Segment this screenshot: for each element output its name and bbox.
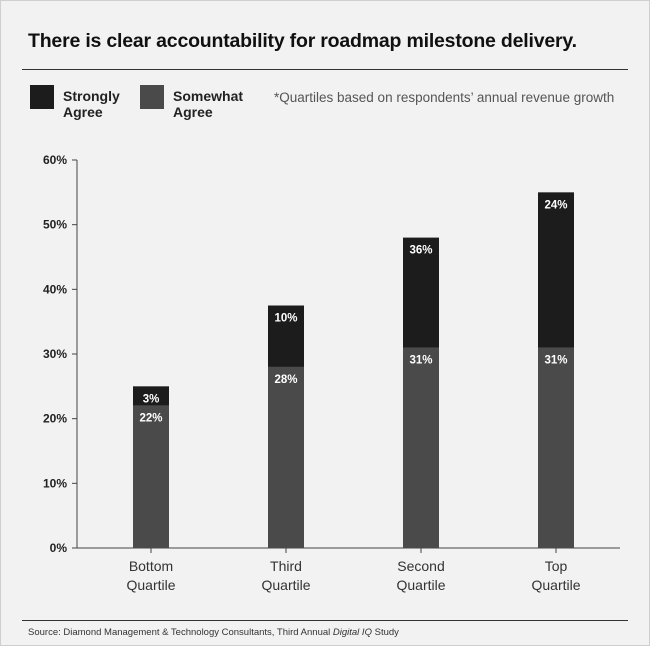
bar-strongly-agree	[133, 386, 169, 406]
y-tick-label: 40%	[43, 282, 67, 296]
data-label-strongly-agree: 10%	[274, 313, 297, 325]
source-note: Source: Diamond Management & Technology …	[28, 627, 399, 638]
y-tick-label: 20%	[43, 412, 67, 426]
chart-title: There is clear accountability for roadma…	[28, 30, 577, 52]
y-tick-label: 30%	[43, 347, 67, 361]
x-tick-label: Top	[545, 558, 568, 574]
y-tick-label: 10%	[43, 476, 67, 490]
x-tick-label: Quartile	[396, 577, 445, 593]
legend-label-line1: Strongly	[63, 88, 120, 104]
source-suffix: Study	[371, 627, 399, 638]
legend-label-somewhat-agree: Somewhat Agree	[173, 88, 243, 120]
bar-strongly-agree	[268, 305, 304, 367]
y-tick-label: 60%	[43, 153, 67, 167]
legend-label-line2: Agree	[173, 104, 213, 120]
data-label-somewhat-agree: 28%	[274, 374, 297, 386]
data-label-strongly-agree: 24%	[544, 199, 567, 211]
bar-strongly-agree	[538, 192, 574, 348]
x-tick-label: Bottom	[129, 558, 173, 574]
y-tick-label: 0%	[50, 541, 68, 555]
data-label-strongly-agree: 36%	[409, 245, 432, 257]
bar-somewhat-agree	[538, 347, 574, 548]
x-tick-label: Quartile	[531, 577, 580, 593]
quartile-footnote: *Quartiles based on respondents’ annual …	[274, 90, 615, 105]
bar-somewhat-agree	[403, 347, 439, 548]
x-tick-label: Quartile	[261, 577, 310, 593]
data-label-somewhat-agree: 31%	[544, 355, 567, 367]
legend-label-strongly-agree: Strongly Agree	[63, 88, 120, 120]
data-label-somewhat-agree: 22%	[139, 413, 162, 425]
source-rule	[22, 620, 628, 621]
bar-somewhat-agree	[268, 366, 304, 548]
legend-swatch-somewhat-agree	[140, 85, 164, 109]
source-prefix: Source: Diamond Management & Technology …	[28, 627, 333, 638]
legend-label-line2: Agree	[63, 104, 103, 120]
legend-swatch-strongly-agree	[30, 85, 54, 109]
legend-label-line1: Somewhat	[173, 88, 244, 104]
x-tick-label: Quartile	[126, 577, 175, 593]
data-label-somewhat-agree: 31%	[409, 355, 432, 367]
bar-strongly-agree	[403, 237, 439, 348]
title-rule	[22, 69, 628, 70]
data-label-strongly-agree: 3%	[143, 393, 160, 405]
source-italic: Digital IQ	[332, 627, 372, 638]
x-tick-label: Second	[397, 558, 444, 574]
y-tick-label: 50%	[43, 218, 67, 232]
bar-somewhat-agree	[133, 405, 169, 548]
x-tick-label: Third	[270, 558, 302, 574]
